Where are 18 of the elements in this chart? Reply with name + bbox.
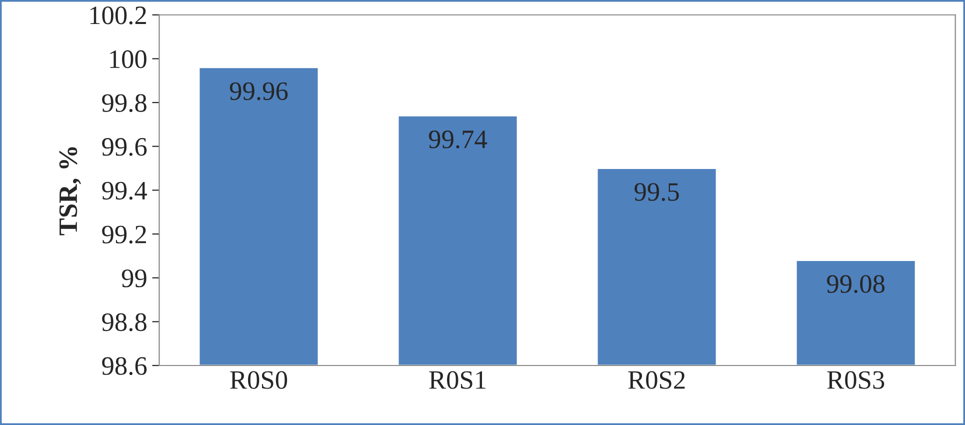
y-tick-label: 100 xyxy=(110,50,146,68)
y-tick-label: 99.4 xyxy=(102,182,148,200)
y-tick-label: 98.8 xyxy=(102,313,146,332)
data-label: 99.96 xyxy=(230,82,288,100)
y-tick-label: 99 xyxy=(122,270,146,288)
x-tick-label: R0S0 xyxy=(230,371,288,389)
y-axis-title: TSR, % xyxy=(59,147,81,236)
x-tick-label: R0S3 xyxy=(827,371,884,389)
y-tick-label: 99.2 xyxy=(102,226,146,244)
x-tick-label: R0S1 xyxy=(429,371,486,389)
data-label: 99.74 xyxy=(428,130,488,148)
data-label: 99.08 xyxy=(826,275,885,294)
x-tick-label: R0S2 xyxy=(628,371,685,389)
y-tick-label: 98.6 xyxy=(102,357,147,376)
y-tick-label: 99.8 xyxy=(102,94,146,112)
y-tick-label: 99.6 xyxy=(102,138,147,156)
y-tick-label: 100.2 xyxy=(90,6,146,24)
data-label: 99.5 xyxy=(634,183,679,201)
